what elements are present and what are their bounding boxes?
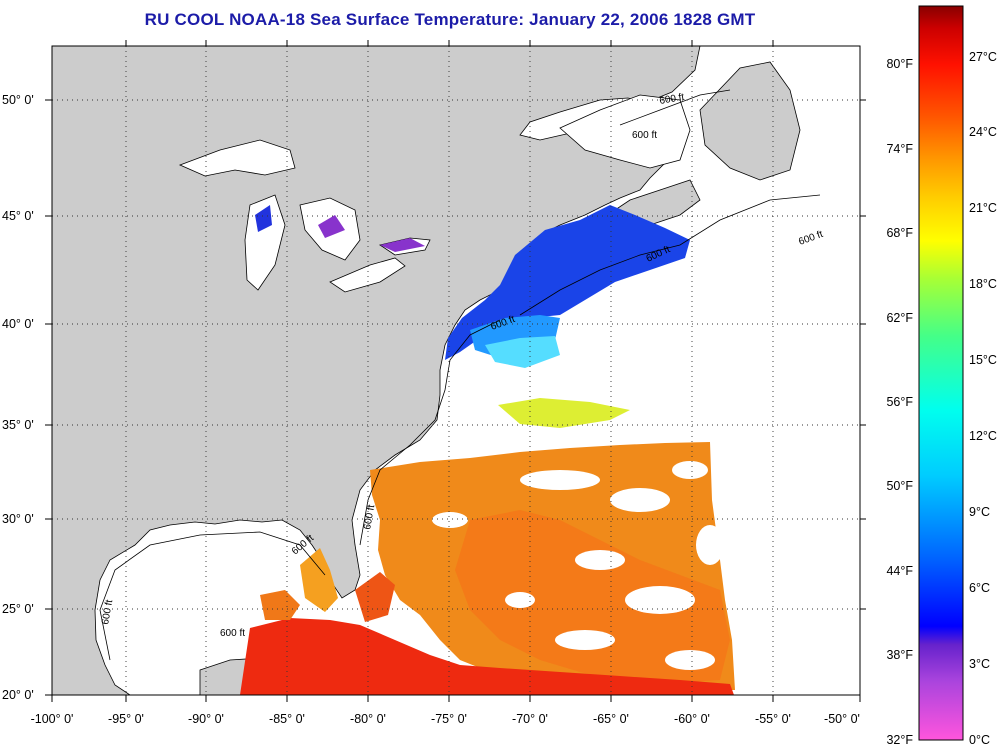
lon-label: -100° 0': [31, 712, 74, 726]
graticule: [52, 46, 860, 695]
lon-label: -75° 0': [431, 712, 467, 726]
sst-warm-orange: [455, 510, 730, 685]
celsius-labels: 27°C 24°C 21°C 18°C 15°C 12°C 9°C 6°C 3°…: [969, 50, 997, 747]
lat-label: 35° 0': [2, 418, 34, 432]
lon-label: -85° 0': [269, 712, 305, 726]
bathymetry-contours: [99, 89, 821, 661]
fahrenheit-label: 44°F: [886, 564, 913, 578]
lon-label: -90° 0': [188, 712, 224, 726]
fahrenheit-labels: 80°F 74°F 68°F 62°F 56°F 50°F 44°F 38°F …: [886, 57, 913, 747]
celsius-label: 15°C: [969, 353, 997, 367]
celsius-label: 21°C: [969, 201, 997, 215]
fahrenheit-label: 38°F: [886, 648, 913, 662]
contour-label: 600 ft: [362, 504, 377, 531]
lat-label: 30° 0': [2, 512, 34, 526]
celsius-label: 12°C: [969, 429, 997, 443]
color-scale-bar: [918, 5, 964, 741]
fahrenheit-label: 56°F: [886, 395, 913, 409]
lon-label: -80° 0': [350, 712, 386, 726]
lat-label: 20° 0': [2, 688, 34, 702]
celsius-label: 27°C: [969, 50, 997, 64]
celsius-label: 24°C: [969, 125, 997, 139]
north-america-land: [52, 46, 701, 695]
sst-cyan-patch: [485, 336, 560, 368]
map-frame: [51, 45, 861, 696]
lon-label: -50° 0': [824, 712, 860, 726]
fahrenheit-label: 50°F: [886, 479, 913, 493]
contour-label: 600 ft: [220, 628, 245, 639]
chart-title: RU COOL NOAA-18 Sea Surface Temperature:…: [144, 10, 756, 29]
lat-label: 50° 0': [2, 93, 34, 107]
lon-label: -70° 0': [512, 712, 548, 726]
fahrenheit-label: 74°F: [886, 142, 913, 156]
fahrenheit-label: 68°F: [886, 226, 913, 240]
sst-yellow-streak: [498, 398, 630, 428]
sst-florida-west: [300, 548, 338, 612]
sst-lake-patch-1: [255, 205, 272, 232]
celsius-label: 6°C: [969, 581, 990, 595]
lon-label: -95° 0': [108, 712, 144, 726]
contour-label: 600 ft: [100, 599, 115, 626]
latitude-labels: 50° 0' 45° 0' 40° 0' 35° 0' 30° 0' 25° 0…: [2, 93, 34, 702]
sst-lake-patch-2: [318, 215, 345, 238]
sst-gulf-west: [260, 590, 300, 620]
lat-label: 40° 0': [2, 317, 34, 331]
celsius-label: 18°C: [969, 277, 997, 291]
newfoundland-land: [699, 61, 801, 181]
fahrenheit-label: 32°F: [886, 733, 913, 747]
tick-marks: [45, 40, 866, 702]
celsius-label: 0°C: [969, 733, 990, 747]
celsius-label: 3°C: [969, 657, 990, 671]
sst-florida-strait: [355, 572, 395, 622]
celsius-label: 9°C: [969, 505, 990, 519]
lat-label: 45° 0': [2, 209, 34, 223]
sst-lake-patch-3: [380, 238, 425, 252]
lon-label: -65° 0': [593, 712, 629, 726]
contour-label: 600 ft: [632, 130, 657, 141]
fahrenheit-label: 80°F: [886, 57, 913, 71]
lon-label: -55° 0': [755, 712, 791, 726]
fahrenheit-label: 62°F: [886, 311, 913, 325]
cloud-gaps: [432, 461, 724, 670]
lat-label: 25° 0': [2, 602, 34, 616]
sst-hot-south: [240, 618, 734, 695]
longitude-labels: -100° 0' -95° 0' -90° 0' -85° 0' -80° 0'…: [31, 712, 860, 726]
st-lawrence-water: [559, 94, 691, 169]
lon-label: -60° 0': [674, 712, 710, 726]
contour-label: 600 ft: [659, 92, 686, 107]
